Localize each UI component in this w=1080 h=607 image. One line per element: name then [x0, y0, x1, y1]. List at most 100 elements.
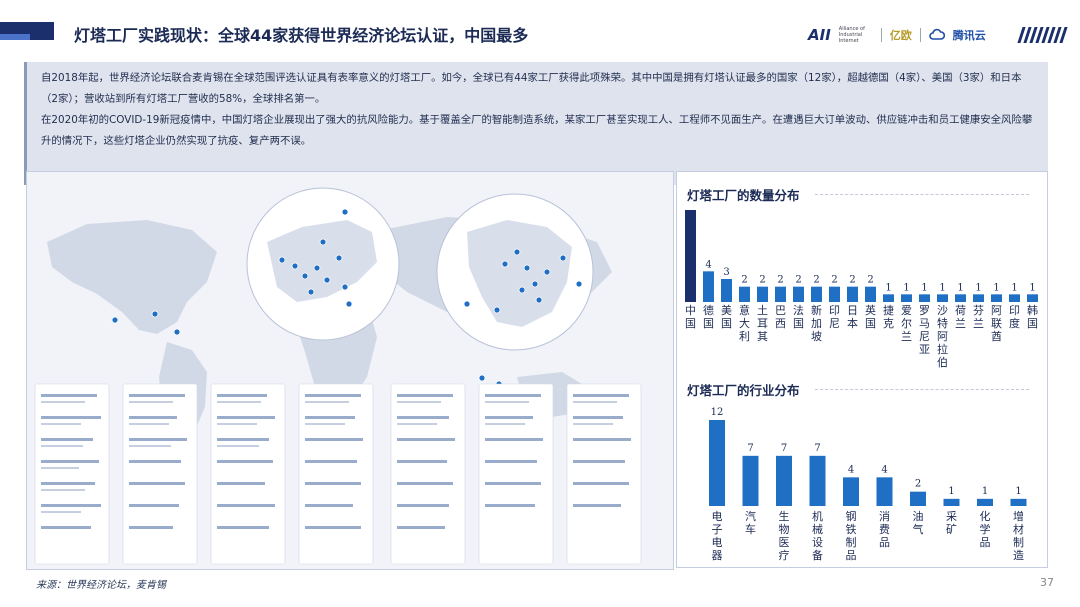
data-label: 1 [1015, 486, 1021, 497]
bar [1010, 498, 1027, 506]
tick-label: 荷兰 [955, 304, 966, 330]
aii-logo-subtext: Alliance of Industrial Internet [838, 26, 865, 44]
chart-panel: 灯塔工厂的数量分布 灯塔工厂的行业分布 中国 4 德国 3 美国 2 意大利 2 土耳其 2 巴西 2… [676, 171, 1048, 568]
data-label: 1 [1011, 282, 1017, 293]
tick-label: 印尼 [829, 304, 840, 330]
data-label: 2 [741, 275, 747, 286]
tick-label: 土耳其 [757, 304, 768, 343]
data-label: 2 [795, 275, 801, 286]
bar [685, 210, 696, 302]
data-label: 3 [723, 267, 729, 278]
data-label: 1 [948, 486, 954, 497]
data-label: 7 [814, 443, 820, 454]
tick-label: 新加坡 [811, 303, 822, 343]
bar [776, 455, 792, 506]
tick-label: 生物医疗 [779, 509, 790, 562]
tick-label: 汽车 [745, 509, 756, 536]
tick-label: 意大利 [739, 303, 750, 343]
header: 灯塔工厂实践现状：全球44家获得世界经济论坛认证，中国最多 AII Allian… [0, 0, 1080, 62]
bar [910, 491, 926, 506]
page-number: 37 [1040, 576, 1054, 589]
data-label: 2 [849, 275, 855, 286]
bar [937, 294, 948, 302]
tick-label: 钢铁制品 [846, 510, 857, 562]
data-label: 2 [831, 275, 837, 286]
tick-label: 捷克 [883, 303, 894, 330]
intro-paragraph-1: 自2018年起，世界经济论坛联合麦肯锡在全球范围评选认证具有表率意义的灯塔工厂。… [41, 72, 1022, 105]
bar [883, 294, 894, 302]
bar [721, 279, 732, 302]
factory-legend-cards [34, 383, 642, 565]
data-label: 1 [885, 282, 891, 293]
cloud-icon [929, 28, 945, 43]
title-divider [815, 389, 1029, 390]
bar [742, 455, 759, 506]
tick-label: 阿联酋 [991, 304, 1002, 343]
tick-label: 采矿 [946, 510, 957, 536]
tick-label: 增材制造 [1013, 509, 1024, 562]
data-label: 1 [957, 282, 963, 293]
tick-label: 英国 [865, 303, 876, 330]
data-label: 4 [881, 464, 887, 475]
data-label: 2 [915, 479, 921, 490]
tick-label: 沙特阿拉伯 [937, 304, 948, 369]
tick-label: 机械设备 [812, 509, 823, 562]
data-label: 4 [848, 464, 854, 475]
tick-label: 消费品 [879, 509, 890, 549]
tick-label: 印度 [1009, 304, 1020, 330]
tick-label: 日本 [847, 304, 858, 330]
tick-label: 德国 [703, 303, 714, 330]
bar [757, 286, 768, 302]
bar [809, 455, 826, 506]
title-divider [815, 194, 1029, 195]
bar [847, 286, 858, 302]
intro-paragraph-2: 在2020年初的COVID-19新冠疫情中，中国灯塔企业展现出了强大的抗风险能力… [41, 114, 1033, 147]
tick-label: 罗马尼亚 [919, 304, 930, 356]
bar-charts: 中国4德国3美国2意大利2土耳其2巴西2法国2新加坡2印尼2日本2英国1捷克1爱… [685, 210, 1038, 562]
world-map-panel [26, 171, 674, 570]
bar [1027, 294, 1038, 302]
bar [919, 294, 930, 302]
bar [709, 420, 725, 506]
industry-chart-title: 灯塔工厂的行业分布 [687, 383, 800, 398]
data-label: 2 [777, 275, 783, 286]
data-label: 1 [993, 282, 999, 293]
data-label: 4 [705, 259, 711, 270]
bar [955, 294, 966, 302]
logo-group: AII Alliance of Industrial Internet 亿欧 腾… [808, 24, 986, 46]
data-label: 1 [903, 282, 909, 293]
data-label: 7 [781, 443, 787, 454]
data-label: 12 [711, 407, 724, 418]
bar [977, 498, 993, 506]
tick-label: 法国 [793, 303, 804, 330]
bar [843, 477, 859, 506]
data-label: 7 [747, 443, 753, 454]
tick-label: 爱尔兰 [901, 304, 912, 343]
header-accent [0, 34, 30, 40]
source-note: 来源：世界经济论坛，麦肯锡 [36, 580, 166, 591]
tencent-cloud-logo: 腾讯云 [952, 29, 986, 42]
page-title: 灯塔工厂实践现状：全球44家获得世界经济论坛认证，中国最多 [74, 26, 529, 45]
intro-box: 自2018年起，世界经济论坛联合麦肯锡在全球范围评选认证具有表率意义的灯塔工厂。… [24, 62, 1048, 185]
bar [973, 294, 984, 302]
tick-label: 油气 [913, 509, 924, 536]
bar [811, 286, 822, 302]
data-label: 1 [1029, 282, 1035, 293]
bar [876, 477, 893, 506]
data-label: 1 [921, 282, 927, 293]
bar [943, 498, 960, 506]
bar [991, 294, 1002, 302]
data-label: 2 [759, 275, 765, 286]
bar [703, 271, 714, 302]
logo-divider [880, 28, 882, 42]
tick-label: 巴西 [775, 304, 786, 330]
yiou-logo: 亿欧 [889, 29, 912, 42]
bar [829, 286, 840, 302]
bar [865, 286, 876, 302]
bar [1009, 294, 1020, 302]
data-label: 1 [975, 282, 981, 293]
world-map [34, 187, 642, 565]
bar [775, 286, 786, 302]
bar [739, 286, 750, 302]
aii-logo: AII [808, 26, 831, 44]
